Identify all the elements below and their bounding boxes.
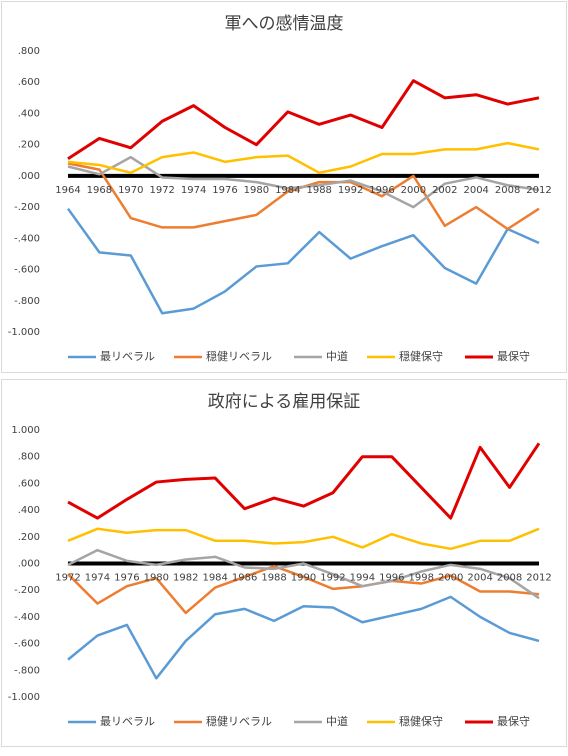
chart-title: 軍への感情温度 <box>225 14 344 34</box>
x-tick-label: 1992 <box>338 185 363 196</box>
y-tick-label: .400 <box>18 505 40 516</box>
y-tick-label: .800 <box>18 452 40 463</box>
x-tick-label: 1988 <box>261 573 286 584</box>
x-tick-label: 1976 <box>114 573 139 584</box>
x-tick-label: 1994 <box>350 573 375 584</box>
x-tick-label: 1988 <box>306 185 331 196</box>
y-tick-label: .200 <box>18 140 40 151</box>
legend-label: 最保守 <box>497 714 530 728</box>
legend-label: 穏健リベラル <box>206 715 272 728</box>
x-tick-label: 1982 <box>173 573 198 584</box>
legend-label: 中道 <box>326 349 348 363</box>
x-tick-label: 2008 <box>497 573 522 584</box>
x-tick-label: 1968 <box>87 185 112 196</box>
data-line <box>67 564 540 615</box>
x-tick-label: 1992 <box>320 573 345 584</box>
chart-title: 政府による雇用保証 <box>208 392 361 412</box>
chart-panel: 政府による雇用保証 1.000 .800 .600 .400 .200 .000 -.200 -… <box>1 379 567 747</box>
x-tick-label: 1986 <box>232 573 257 584</box>
data-line <box>67 548 540 600</box>
x-tick-label: 1984 <box>202 573 227 584</box>
x-tick-label: 2000 <box>438 573 463 584</box>
y-tick-label: -1.000 <box>8 692 40 703</box>
x-tick-label: 2004 <box>467 573 492 584</box>
x-tick-label: 1990 <box>291 573 316 584</box>
x-tick-label: 2008 <box>495 185 520 196</box>
legend-label: 最保守 <box>497 349 530 363</box>
y-tick-label: -.600 <box>14 265 40 276</box>
y-tick-label: 1.000 <box>11 425 40 436</box>
x-tick-label: 2004 <box>463 185 488 196</box>
chart: 政府による雇用保証 1.000 .800 .600 .400 .200 .000 -.200 -… <box>8 392 552 728</box>
x-tick-label: 2000 <box>401 185 426 196</box>
chart: 軍への感情温度 .800 .600 .400 .200 .000 -.200 -.400 -.6… <box>8 14 552 363</box>
legend-label: 最リベラル <box>100 350 155 363</box>
x-tick-label: 2012 <box>526 185 551 196</box>
y-tick-label: -.600 <box>14 639 40 650</box>
y-tick-label: -.400 <box>14 612 40 623</box>
y-tick-label: .600 <box>18 77 40 88</box>
x-tick-label: 1984 <box>275 185 300 196</box>
y-tick-label: .000 <box>18 171 40 182</box>
y-tick-label: .600 <box>18 478 40 489</box>
legend-label: 中道 <box>326 714 348 728</box>
data-line <box>67 141 540 175</box>
y-tick-label: .200 <box>18 532 40 543</box>
data-line <box>67 442 541 520</box>
x-tick-label: 1974 <box>85 573 110 584</box>
y-tick-label: -.800 <box>14 665 40 676</box>
y-tick-label: .800 <box>18 46 40 57</box>
data-line <box>66 207 540 315</box>
data-line <box>67 162 540 231</box>
y-tick-label: -.400 <box>14 233 40 244</box>
y-tick-label: .000 <box>18 559 40 570</box>
x-tick-label: 1996 <box>369 185 394 196</box>
x-tick-label: 1972 <box>55 573 80 584</box>
legend-label: 最リベラル <box>100 715 155 728</box>
data-line <box>67 155 540 209</box>
x-tick-label: 1980 <box>244 185 269 196</box>
y-tick-label: .400 <box>18 108 40 119</box>
legend-label: 穏健保守 <box>399 349 443 363</box>
x-tick-label: 1964 <box>55 185 80 196</box>
x-tick-label: 2012 <box>526 573 551 584</box>
data-line <box>67 595 540 680</box>
data-line <box>67 527 540 551</box>
x-tick-label: 1998 <box>409 573 434 584</box>
y-tick-label: -.800 <box>14 296 40 307</box>
x-tick-label: 1972 <box>149 185 174 196</box>
x-tick-label: 1970 <box>118 185 143 196</box>
y-tick-label: -1.000 <box>8 327 40 338</box>
data-line <box>67 79 540 160</box>
x-tick-label: 1976 <box>212 185 237 196</box>
x-tick-label: 1974 <box>181 185 206 196</box>
x-tick-label: 2002 <box>432 185 457 196</box>
chart-panel: 軍への感情温度 .800 .600 .400 .200 .000 -.200 -.400 -.6… <box>1 1 567 373</box>
x-tick-label: 1996 <box>379 573 404 584</box>
x-tick-label: 1980 <box>144 573 169 584</box>
legend-label: 穏健リベラル <box>206 350 272 363</box>
y-tick-label: -.200 <box>14 202 40 213</box>
legend-label: 穏健保守 <box>399 714 443 728</box>
y-tick-label: -.200 <box>14 585 40 596</box>
